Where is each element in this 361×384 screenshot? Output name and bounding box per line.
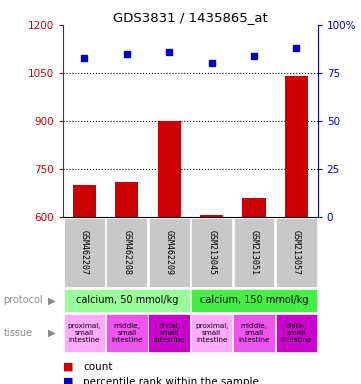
Text: count: count [83, 362, 113, 372]
Bar [64, 289, 190, 312]
Bar [191, 218, 232, 287]
Bar [73, 185, 96, 217]
Text: protocol: protocol [4, 295, 43, 306]
Text: GSM462209: GSM462209 [165, 230, 174, 275]
Text: proximal,
small
intestine: proximal, small intestine [195, 323, 229, 343]
Text: GSM462208: GSM462208 [122, 230, 131, 275]
Text: middle,
small
intestine: middle, small intestine [111, 323, 143, 343]
Bar [64, 314, 105, 353]
Bar [115, 182, 139, 217]
Bar [106, 218, 147, 287]
Text: tissue: tissue [4, 328, 33, 338]
Text: ■: ■ [63, 362, 74, 372]
Text: ▶: ▶ [48, 328, 56, 338]
Bar [149, 218, 190, 287]
Text: middle,
small
intestine: middle, small intestine [238, 323, 270, 343]
Bar [242, 198, 266, 217]
Bar [106, 314, 148, 353]
Bar [191, 289, 317, 312]
Bar [276, 314, 317, 353]
Text: calcium, 150 mmol/kg: calcium, 150 mmol/kg [200, 295, 308, 306]
Bar [157, 121, 181, 217]
Text: percentile rank within the sample: percentile rank within the sample [83, 377, 259, 384]
Bar [64, 218, 105, 287]
Bar [200, 215, 223, 217]
Text: ▶: ▶ [48, 295, 56, 306]
Text: GSM213045: GSM213045 [207, 230, 216, 275]
Title: GDS3831 / 1435865_at: GDS3831 / 1435865_at [113, 11, 268, 24]
Text: GSM462207: GSM462207 [80, 230, 89, 275]
Text: calcium, 50 mmol/kg: calcium, 50 mmol/kg [75, 295, 178, 306]
Text: distal,
small
intestine: distal, small intestine [153, 323, 185, 343]
Text: ■: ■ [63, 377, 74, 384]
Text: GSM213057: GSM213057 [292, 230, 301, 275]
Bar [234, 218, 274, 287]
Text: proximal,
small
intestine: proximal, small intestine [68, 323, 101, 343]
Bar [191, 314, 232, 353]
Text: GSM213051: GSM213051 [249, 230, 258, 275]
Bar [233, 314, 275, 353]
Bar [148, 314, 190, 353]
Bar [285, 76, 308, 217]
Bar [276, 218, 317, 287]
Text: distal,
small
intestine: distal, small intestine [281, 323, 312, 343]
